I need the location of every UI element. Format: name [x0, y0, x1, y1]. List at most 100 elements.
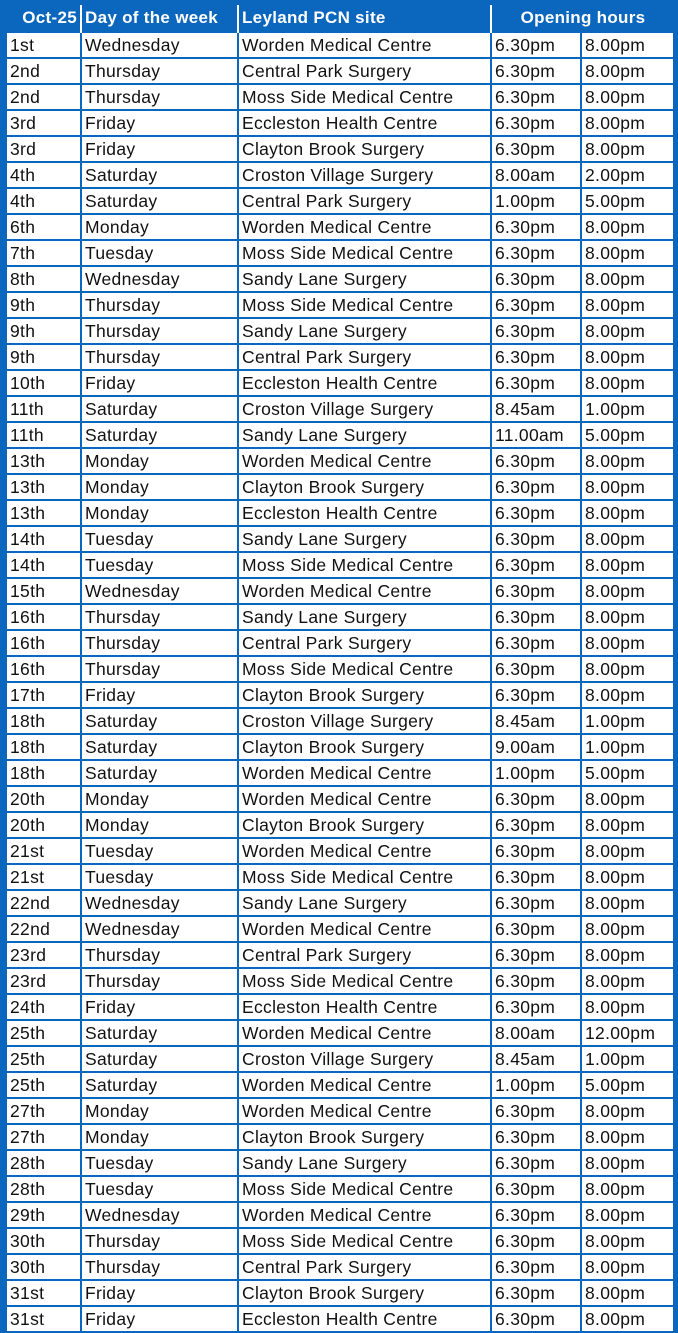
date-cell: 22nd — [5, 889, 82, 917]
header-day: Day of the week — [80, 5, 238, 32]
date-cell: 30th — [5, 1253, 82, 1281]
date-cell: 14th — [5, 551, 82, 579]
start-time-cell: 6.30pm — [490, 1201, 582, 1229]
header-site: Leyland PCN site — [237, 5, 491, 32]
table-row: 31st Friday Eccleston Health Centre 6.30pm 8… — [5, 1305, 676, 1333]
day-cell: Monday — [80, 1097, 239, 1125]
date-cell: 25th — [5, 1071, 82, 1099]
table-row: 8th Wednesday Sandy Lane Surgery 6.30pm 8.00… — [5, 265, 676, 293]
table-row: 1st Wednesday Worden Medical Centre 6.30pm 8… — [5, 31, 676, 59]
date-cell: 31st — [5, 1305, 82, 1333]
opening-hours-table: Oct-25 Day of the week Leyland PCN site … — [5, 5, 676, 1333]
start-time-cell: 8.00am — [490, 1019, 582, 1047]
day-cell: Saturday — [80, 395, 239, 423]
table-row: 25th Saturday Worden Medical Centre 1.00pm 5… — [5, 1071, 676, 1099]
opening-hours-table-frame: Oct-25 Day of the week Leyland PCN site … — [5, 5, 676, 1333]
start-time-cell: 6.30pm — [490, 551, 582, 579]
date-cell: 2nd — [5, 57, 82, 85]
day-cell: Saturday — [80, 707, 239, 735]
day-cell: Wednesday — [80, 577, 239, 605]
table-row: 3rd Friday Eccleston Health Centre 6.30pm 8.… — [5, 109, 676, 137]
site-cell: Croston Village Surgery — [237, 395, 492, 423]
start-time-cell: 8.45am — [490, 395, 582, 423]
date-cell: 21st — [5, 837, 82, 865]
site-cell: Moss Side Medical Centre — [237, 863, 492, 891]
table-row: 30th Thursday Moss Side Medical Centre 6.30… — [5, 1227, 676, 1255]
table-row: 20th Monday Clayton Brook Surgery 6.30pm 8.0… — [5, 811, 676, 839]
date-cell: 4th — [5, 161, 82, 189]
site-cell: Sandy Lane Surgery — [237, 265, 492, 293]
day-cell: Wednesday — [80, 915, 239, 943]
site-cell: Worden Medical Centre — [237, 785, 492, 813]
date-cell: 24th — [5, 993, 82, 1021]
site-cell: Sandy Lane Surgery — [237, 317, 492, 345]
start-time-cell: 6.30pm — [490, 1227, 582, 1255]
start-time-cell: 6.30pm — [490, 967, 582, 995]
table-row: 4th Saturday Central Park Surgery 1.00pm 5.0… — [5, 187, 676, 215]
site-cell: Croston Village Surgery — [237, 161, 492, 189]
end-time-cell: 5.00pm — [579, 759, 676, 787]
day-cell: Monday — [80, 1123, 239, 1151]
date-cell: 13th — [5, 473, 82, 501]
date-cell: 16th — [5, 655, 82, 683]
start-time-cell: 6.30pm — [490, 1123, 582, 1151]
date-cell: 30th — [5, 1227, 82, 1255]
end-time-cell: 8.00pm — [579, 239, 676, 267]
start-time-cell: 6.30pm — [490, 499, 582, 527]
day-cell: Tuesday — [80, 837, 239, 865]
site-cell: Sandy Lane Surgery — [237, 603, 492, 631]
date-cell: 2nd — [5, 83, 82, 111]
day-cell: Monday — [80, 213, 239, 241]
end-time-cell: 8.00pm — [579, 941, 676, 969]
date-cell: 20th — [5, 811, 82, 839]
site-cell: Worden Medical Centre — [237, 1097, 492, 1125]
start-time-cell: 6.30pm — [490, 109, 582, 137]
date-cell: 14th — [5, 525, 82, 553]
date-cell: 23rd — [5, 941, 82, 969]
table-row: 16th Thursday Moss Side Medical Centre 6.30… — [5, 655, 676, 683]
start-time-cell: 6.30pm — [490, 343, 582, 371]
day-cell: Thursday — [80, 967, 239, 995]
date-cell: 20th — [5, 785, 82, 813]
site-cell: Clayton Brook Surgery — [237, 473, 492, 501]
date-cell: 17th — [5, 681, 82, 709]
date-cell: 29th — [5, 1201, 82, 1229]
table-row: 10th Friday Eccleston Health Centre 6.30pm 8… — [5, 369, 676, 397]
site-cell: Sandy Lane Surgery — [237, 1149, 492, 1177]
end-time-cell: 8.00pm — [579, 1097, 676, 1125]
start-time-cell: 9.00am — [490, 733, 582, 761]
end-time-cell: 8.00pm — [579, 447, 676, 475]
day-cell: Saturday — [80, 1045, 239, 1073]
day-cell: Saturday — [80, 1071, 239, 1099]
site-cell: Moss Side Medical Centre — [237, 1227, 492, 1255]
date-cell: 6th — [5, 213, 82, 241]
start-time-cell: 6.30pm — [490, 1253, 582, 1281]
date-cell: 16th — [5, 603, 82, 631]
end-time-cell: 8.00pm — [579, 291, 676, 319]
start-time-cell: 6.30pm — [490, 1149, 582, 1177]
table-row: 15th Wednesday Worden Medical Centre 6.30pm… — [5, 577, 676, 605]
end-time-cell: 8.00pm — [579, 57, 676, 85]
end-time-cell: 5.00pm — [579, 1071, 676, 1099]
day-cell: Tuesday — [80, 551, 239, 579]
start-time-cell: 6.30pm — [490, 889, 582, 917]
start-time-cell: 6.30pm — [490, 213, 582, 241]
table-row: 2nd Thursday Moss Side Medical Centre 6.30p… — [5, 83, 676, 111]
start-time-cell: 6.30pm — [490, 473, 582, 501]
site-cell: Sandy Lane Surgery — [237, 525, 492, 553]
end-time-cell: 12.00pm — [579, 1019, 676, 1047]
end-time-cell: 8.00pm — [579, 343, 676, 371]
start-time-cell: 6.30pm — [490, 57, 582, 85]
end-time-cell: 8.00pm — [579, 473, 676, 501]
end-time-cell: 8.00pm — [579, 135, 676, 163]
start-time-cell: 6.30pm — [490, 681, 582, 709]
day-cell: Thursday — [80, 629, 239, 657]
day-cell: Friday — [80, 135, 239, 163]
date-cell: 18th — [5, 733, 82, 761]
start-time-cell: 6.30pm — [490, 1305, 582, 1333]
end-time-cell: 8.00pm — [579, 265, 676, 293]
table-row: 24th Friday Eccleston Health Centre 6.30pm 8… — [5, 993, 676, 1021]
start-time-cell: 6.30pm — [490, 941, 582, 969]
end-time-cell: 8.00pm — [579, 785, 676, 813]
table-row: 31st Friday Clayton Brook Surgery 6.30pm 8.0… — [5, 1279, 676, 1307]
